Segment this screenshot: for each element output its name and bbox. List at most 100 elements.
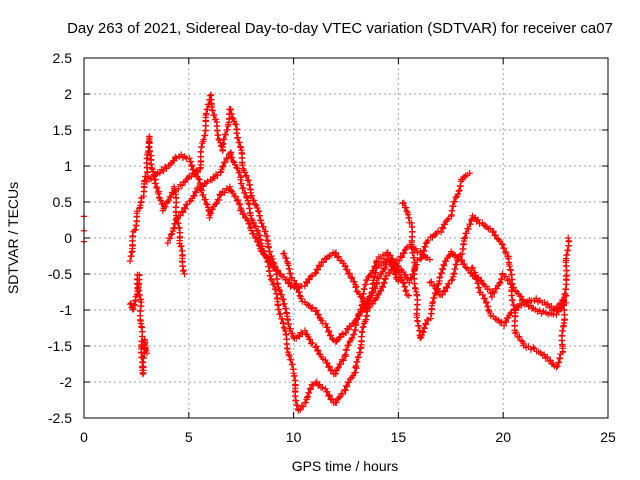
data-point — [441, 262, 448, 269]
axis-ticks: 0 5 10 15 20 25 -2.5 -2 -1.5 -1 -0.5 0 0.5 1 1.5 2 2.5 — [48, 50, 616, 445]
data-point — [502, 273, 510, 280]
data-point — [358, 308, 366, 316]
y-tick-label: 2 — [64, 86, 72, 102]
data-point — [470, 215, 478, 222]
data-point — [200, 136, 207, 143]
data-point — [207, 210, 215, 217]
data-point — [195, 175, 202, 183]
data-point — [272, 285, 279, 293]
data-point — [252, 223, 260, 230]
data-point — [361, 304, 369, 311]
data-point — [254, 204, 261, 212]
data-point — [290, 333, 297, 341]
data-point — [313, 343, 320, 350]
data-point — [450, 203, 457, 210]
data-point — [212, 116, 220, 123]
data-point — [434, 227, 442, 235]
y-axis-label: SDTVAR / TECUs — [5, 182, 21, 294]
data-point — [496, 319, 504, 327]
data-point — [177, 212, 184, 219]
data-point — [327, 367, 334, 374]
data-point — [496, 280, 503, 287]
data-point — [257, 216, 264, 224]
data-point — [281, 300, 288, 307]
data-point — [213, 200, 220, 207]
data-point — [336, 393, 344, 401]
data-point — [497, 279, 504, 286]
data-point — [198, 187, 205, 194]
data-point — [167, 235, 174, 242]
data-point — [276, 287, 284, 295]
data-point — [306, 385, 314, 392]
data-point — [245, 176, 252, 184]
data-point — [193, 167, 200, 174]
data-point — [562, 273, 570, 280]
data-point — [426, 256, 433, 263]
data-point — [454, 256, 462, 264]
data-point — [544, 353, 551, 361]
data-point — [203, 200, 210, 207]
data-point — [181, 204, 188, 211]
data-point — [306, 276, 313, 283]
data-point — [279, 320, 287, 327]
data-point — [367, 292, 374, 299]
data-point — [377, 255, 385, 262]
data-point — [251, 234, 259, 242]
data-point — [371, 273, 378, 280]
data-point — [343, 346, 350, 354]
data-point — [402, 287, 409, 295]
data-point — [307, 386, 314, 393]
data-point — [235, 196, 242, 204]
data-point — [186, 155, 193, 162]
data-point — [403, 287, 410, 294]
data-point — [229, 154, 236, 161]
data-point — [156, 169, 164, 177]
data-point — [518, 302, 525, 309]
data-point — [395, 278, 402, 285]
data-point — [431, 282, 438, 289]
data-point — [445, 253, 452, 260]
data-point — [353, 316, 360, 323]
data-point — [422, 320, 429, 327]
data-point — [345, 326, 352, 333]
data-point — [204, 106, 211, 113]
data-point — [450, 251, 458, 258]
data-point — [446, 280, 453, 287]
data-point — [372, 263, 379, 271]
data-point — [375, 275, 383, 282]
data-point — [152, 180, 159, 187]
data-point — [357, 308, 364, 315]
data-point — [172, 216, 179, 223]
data-point — [275, 306, 283, 313]
data-point — [334, 365, 341, 372]
data-point — [490, 228, 497, 235]
data-point — [298, 402, 305, 410]
data-point — [454, 190, 462, 198]
data-point — [334, 254, 341, 261]
data-point — [171, 220, 179, 228]
data-point — [565, 234, 572, 242]
data-point — [254, 227, 262, 234]
data-point — [267, 272, 274, 280]
data-point — [229, 157, 237, 165]
data-point — [165, 197, 172, 204]
data-point — [217, 191, 225, 198]
data-point — [467, 220, 474, 228]
data-point — [471, 269, 479, 276]
data-point — [434, 286, 441, 294]
data-point — [422, 243, 429, 250]
data-point — [553, 364, 560, 371]
data-point — [248, 192, 255, 199]
data-point — [347, 274, 355, 282]
data-point — [500, 244, 508, 252]
y-tick-label: -1.5 — [48, 338, 72, 354]
data-point — [332, 249, 340, 256]
data-point — [366, 272, 373, 279]
x-tick-label: 5 — [185, 429, 193, 445]
y-tick-label: 1.5 — [53, 122, 73, 138]
data-point — [258, 220, 265, 227]
data-point — [228, 110, 235, 118]
data-point — [268, 277, 276, 284]
data-point — [390, 267, 397, 274]
data-point — [342, 387, 349, 394]
